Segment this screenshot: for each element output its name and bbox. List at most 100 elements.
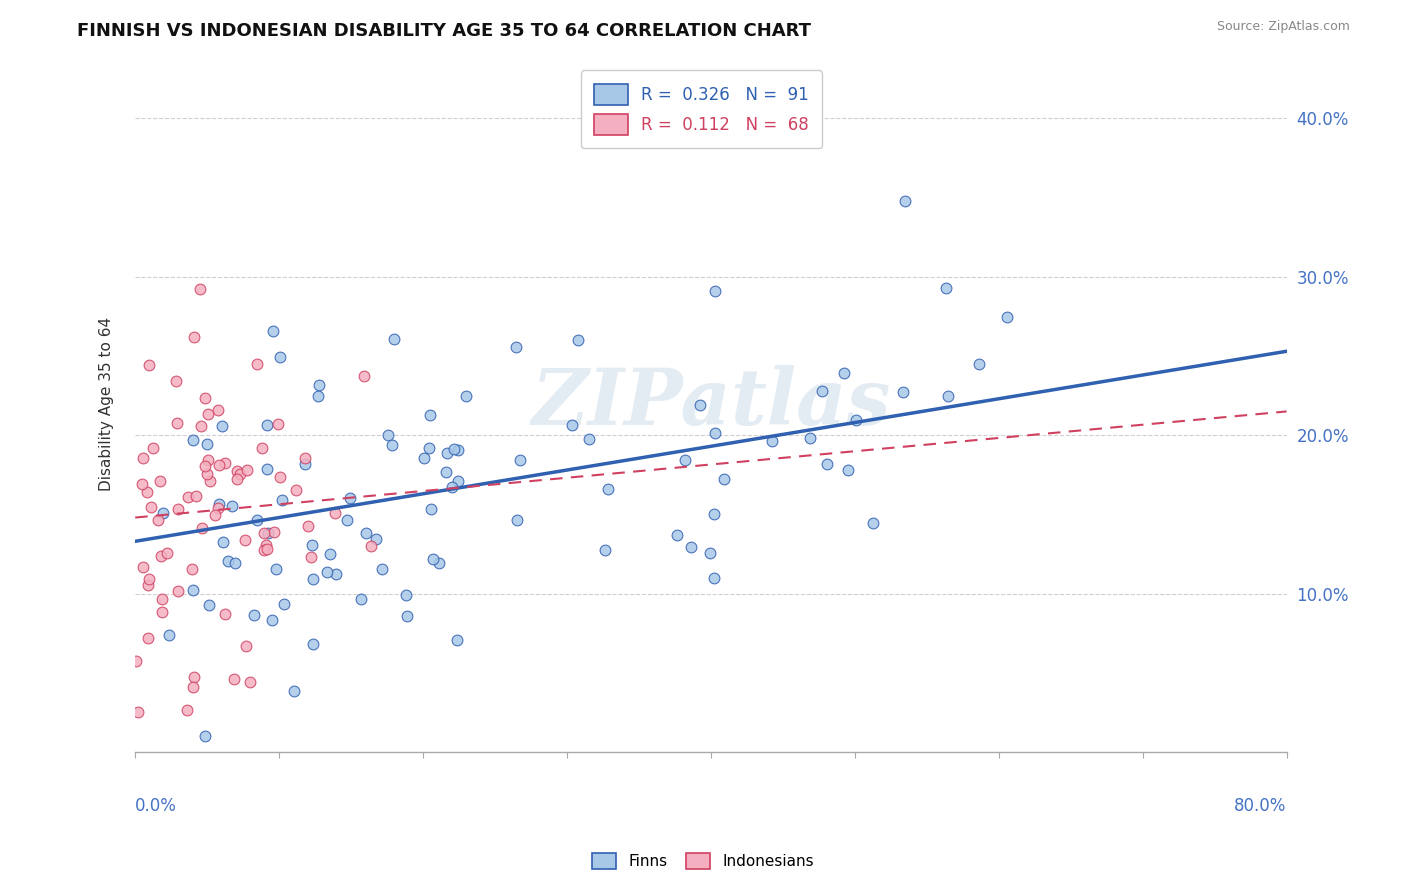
Point (188, 281, 211, 295)
Point (197, 436, 219, 450)
Point (142, 441, 165, 455)
Point (150, 592, 173, 607)
Point (191, 521, 214, 535)
Point (703, 507, 725, 521)
Point (183, 329, 205, 343)
Point (339, 491, 361, 505)
Point (436, 446, 458, 460)
Point (271, 493, 294, 508)
Point (157, 628, 180, 642)
Point (689, 398, 711, 412)
Point (366, 532, 388, 546)
Point (208, 458, 231, 472)
Point (262, 324, 284, 338)
Point (422, 552, 444, 566)
Point (194, 391, 217, 405)
Point (353, 369, 375, 384)
Point (198, 474, 221, 488)
Point (578, 433, 600, 447)
Point (214, 607, 236, 621)
Point (207, 402, 229, 417)
Point (235, 639, 257, 653)
Point (799, 431, 821, 445)
Point (236, 463, 259, 477)
Point (308, 378, 330, 392)
Point (132, 560, 155, 574)
Point (243, 608, 266, 623)
Point (294, 458, 316, 472)
Point (294, 450, 316, 465)
Point (181, 680, 204, 694)
Point (307, 389, 329, 403)
Point (443, 442, 465, 457)
Point (254, 538, 277, 552)
Point (181, 583, 204, 598)
Point (166, 416, 188, 430)
Text: FINNISH VS INDONESIAN DISABILITY AGE 35 TO 64 CORRELATION CHART: FINNISH VS INDONESIAN DISABILITY AGE 35 … (77, 22, 811, 40)
Point (250, 441, 273, 455)
Point (837, 463, 859, 477)
Point (505, 340, 527, 354)
Point (226, 464, 249, 478)
Point (183, 670, 205, 684)
Point (221, 499, 243, 513)
Point (176, 703, 198, 717)
Point (246, 513, 269, 527)
Point (301, 637, 323, 651)
Point (891, 385, 914, 400)
Point (845, 412, 868, 426)
Point (256, 542, 278, 557)
Point (139, 500, 162, 514)
Point (299, 549, 322, 564)
Point (593, 543, 616, 558)
Text: 80.0%: 80.0% (1234, 797, 1286, 815)
Point (239, 674, 262, 689)
Point (212, 535, 235, 549)
Point (229, 467, 252, 481)
Point (561, 418, 583, 433)
Text: Source: ZipAtlas.com: Source: ZipAtlas.com (1216, 20, 1350, 33)
Point (194, 729, 217, 743)
Point (995, 310, 1018, 325)
Point (447, 474, 470, 488)
Point (150, 605, 173, 619)
Point (193, 458, 215, 473)
Point (673, 453, 696, 467)
Point (257, 525, 280, 540)
Point (395, 609, 418, 624)
Point (703, 571, 725, 585)
Point (226, 472, 249, 486)
Point (440, 480, 463, 494)
Point (207, 500, 229, 515)
Point (938, 389, 960, 403)
Point (681, 540, 703, 554)
Point (260, 613, 283, 627)
Point (165, 374, 187, 388)
Point (297, 518, 319, 533)
Point (413, 450, 436, 465)
Point (269, 470, 291, 484)
Point (509, 453, 531, 467)
Point (283, 683, 305, 698)
Point (420, 501, 443, 516)
Point (136, 485, 159, 500)
Point (152, 506, 174, 520)
Point (138, 359, 160, 373)
Point (256, 417, 278, 432)
Point (197, 407, 219, 421)
Point (371, 562, 394, 576)
Legend: R =  0.326   N =  91, R =  0.112   N =  68: R = 0.326 N = 91, R = 0.112 N = 68 (581, 70, 823, 148)
Point (263, 524, 285, 539)
Point (360, 540, 382, 554)
Point (176, 490, 198, 504)
Point (713, 473, 735, 487)
Point (273, 597, 295, 611)
Point (567, 333, 589, 347)
Point (136, 578, 159, 592)
Point (935, 280, 957, 294)
Point (336, 513, 359, 527)
Point (138, 631, 160, 645)
Point (427, 557, 450, 571)
Point (318, 547, 340, 561)
Point (211, 419, 233, 434)
